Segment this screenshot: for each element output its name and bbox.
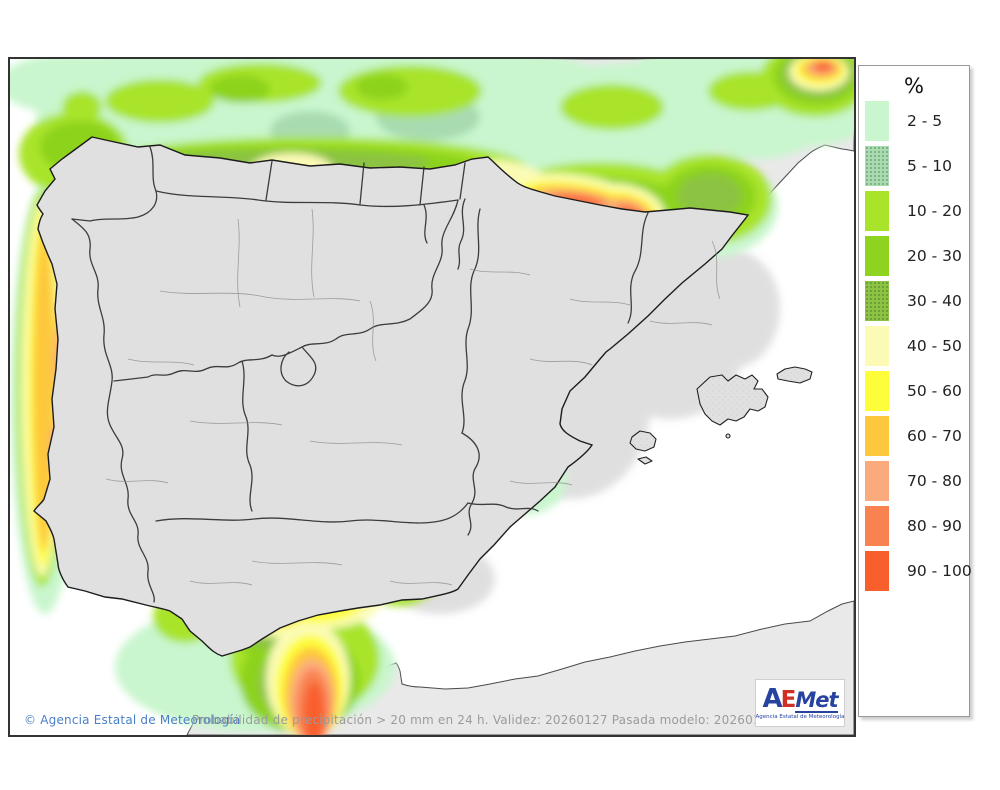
legend-color-swatch (865, 505, 889, 546)
legend-range-label: 50 - 60 (907, 381, 962, 400)
legend-range-label: 90 - 100 (907, 561, 972, 580)
aemet-logo-wordmark: A E Met (762, 683, 839, 714)
aemet-logo: A E Met Agencia Estatal de Meteorología (755, 679, 845, 727)
legend-items: 2 - 5 5 - 10 10 - 20 20 - 30 30 - 40 40 … (859, 98, 972, 593)
legend-range-label: 80 - 90 (907, 516, 962, 535)
iberia-map-svg (10, 59, 854, 735)
precipitation-map: © Agencia Estatal de Meteorología Probab… (8, 57, 856, 737)
legend-color-swatch (865, 280, 889, 321)
legend-row: 40 - 50 (859, 323, 969, 368)
province-borders (105, 208, 721, 586)
aemet-logo-subtitle: Agencia Estatal de Meteorología (755, 713, 845, 720)
legend-color-swatch (865, 100, 889, 141)
logo-letters-met: Met (795, 687, 839, 713)
legend-row: 5 - 10 (859, 143, 969, 188)
legend-range-label: 30 - 40 (907, 291, 962, 310)
model-info-text: Probabilidad de precipitación > 20 mm en… (192, 713, 793, 727)
legend-range-label: 20 - 30 (907, 246, 962, 265)
legend-title: % (904, 74, 924, 98)
balearic-stipple (630, 367, 812, 451)
legend-color-swatch (865, 370, 889, 411)
legend-row: 30 - 40 (859, 278, 969, 323)
legend-row: 20 - 30 (859, 233, 969, 278)
legend-range-label: 40 - 50 (907, 336, 962, 355)
legend-row: 2 - 5 (859, 98, 969, 143)
legend-row: 80 - 90 (859, 503, 969, 548)
legend-row: 60 - 70 (859, 413, 969, 458)
copyright-text: © Agencia Estatal de Meteorología (24, 713, 241, 727)
legend-row: 10 - 20 (859, 188, 969, 233)
legend-range-label: 60 - 70 (907, 426, 962, 445)
legend-range-label: 5 - 10 (907, 156, 953, 175)
legend-color-swatch (865, 145, 889, 186)
legend-row: 70 - 80 (859, 458, 969, 503)
legend-color-swatch (865, 190, 889, 231)
legend-color-swatch (865, 325, 889, 366)
legend-range-label: 2 - 5 (907, 111, 943, 130)
logo-letter-e: E (780, 686, 797, 713)
legend-row: 90 - 100 (859, 548, 972, 593)
probability-legend: % 2 - 5 5 - 10 10 - 20 20 - 30 30 - 40 4… (858, 65, 972, 717)
legend-color-swatch (865, 415, 889, 456)
legend-range-label: 70 - 80 (907, 471, 962, 490)
legend-color-swatch (865, 235, 889, 276)
logo-letter-a: A (762, 683, 783, 714)
region-borders (71, 146, 649, 603)
legend-color-swatch (865, 460, 889, 501)
legend-color-swatch (865, 550, 889, 591)
legend-row: 50 - 60 (859, 368, 969, 413)
legend-range-label: 10 - 20 (907, 201, 962, 220)
